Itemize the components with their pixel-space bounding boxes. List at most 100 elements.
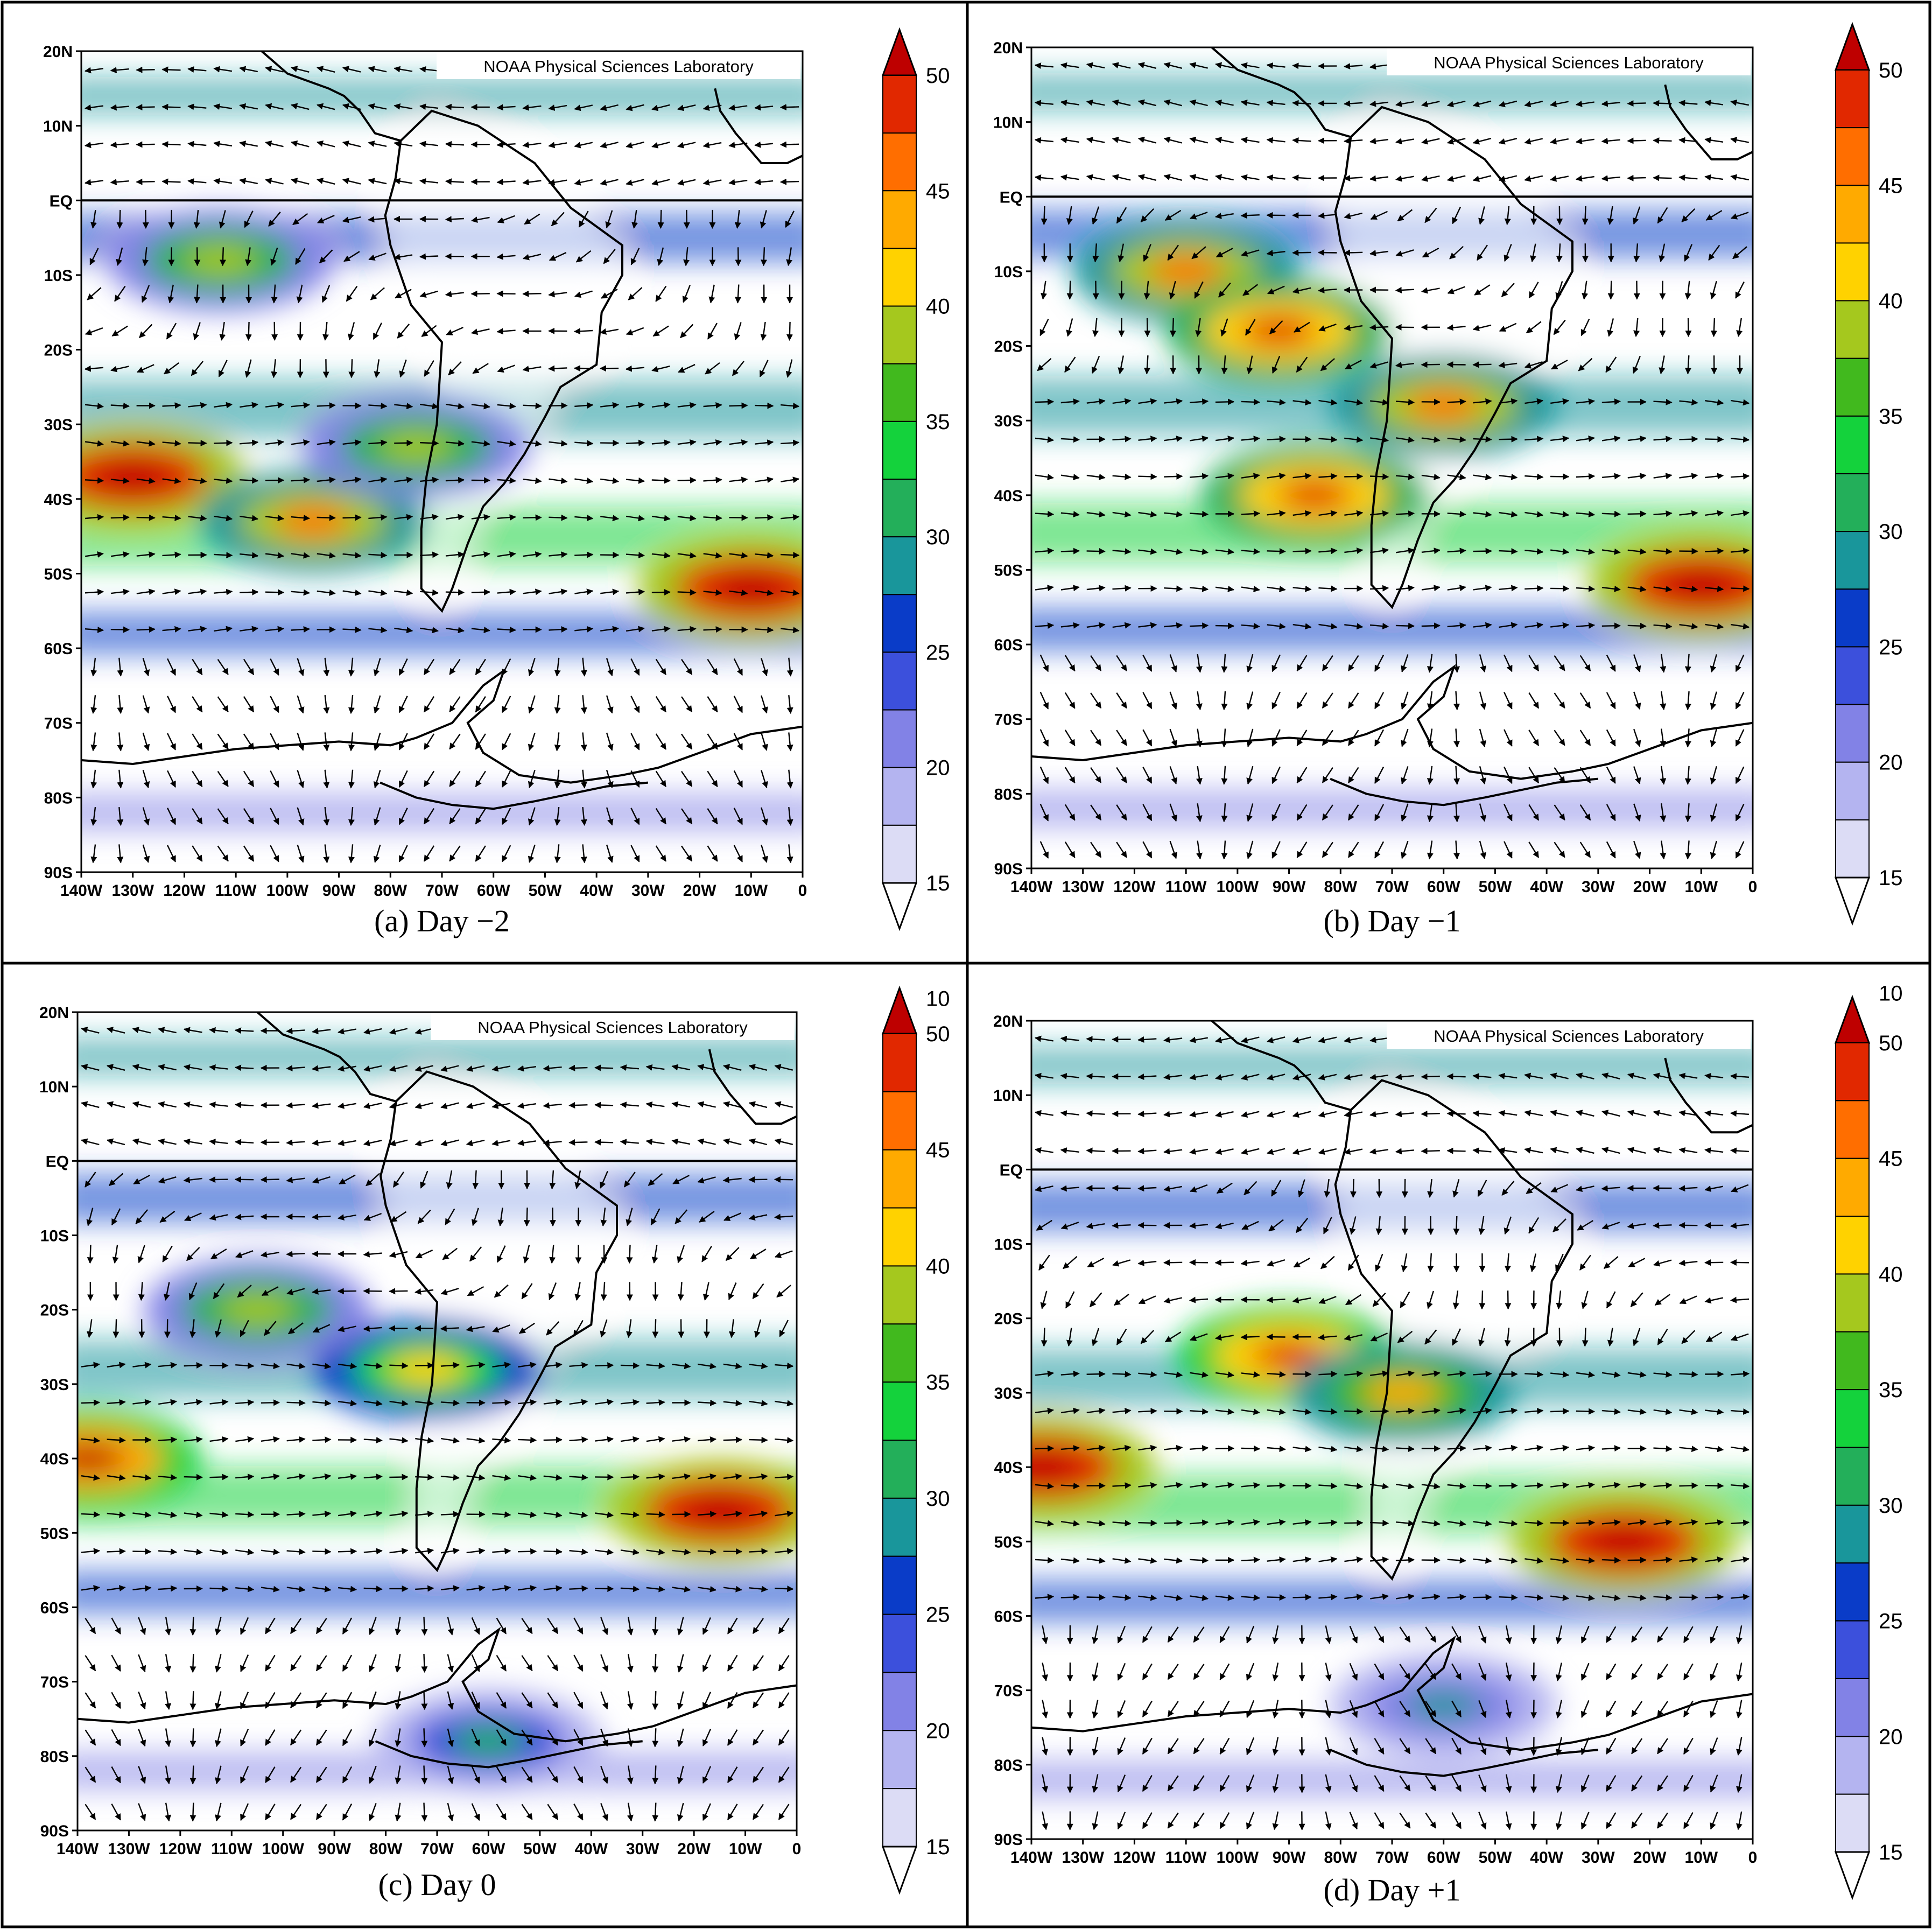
wind-vector: [655, 845, 666, 862]
wind-vector: [373, 807, 381, 826]
wind-vector: [1370, 1408, 1389, 1415]
wind-vector: [677, 104, 696, 111]
wind-vector: [735, 247, 742, 266]
wind-vector: [681, 733, 693, 750]
wind-vector: [549, 588, 568, 595]
wind-vector: [471, 440, 490, 447]
lon-label: 20W: [1633, 1849, 1667, 1867]
wind-vector: [548, 365, 567, 372]
colorbar-label: 15: [926, 872, 950, 895]
lon-label: 0: [1748, 878, 1758, 896]
wind-vector: [606, 658, 614, 677]
wind-vector: [761, 658, 768, 677]
wind-vector: [1685, 318, 1692, 338]
wind-vector: [471, 403, 490, 410]
wind-vector: [630, 696, 640, 713]
wind-vector: [497, 551, 516, 558]
colorbar-swatch: [1835, 1504, 1870, 1564]
wind-vector: [423, 658, 435, 676]
wind-vector: [580, 844, 587, 864]
wind-vector: [606, 695, 614, 714]
wind-vector: [187, 141, 207, 148]
wind-vector: [626, 588, 645, 595]
wind-vector: [1479, 1290, 1486, 1310]
wind-vector: [1499, 436, 1518, 443]
wind-vector: [423, 733, 435, 750]
colorbar-swatch: [882, 305, 917, 364]
wind-vector: [188, 626, 207, 633]
wind-vector: [348, 695, 355, 714]
wind-vector: [786, 844, 793, 864]
wind-vector: [1550, 1408, 1570, 1415]
wind-vector: [317, 215, 335, 223]
wind-vector: [110, 440, 130, 447]
wind-vector: [110, 366, 129, 373]
wind-vector: [1704, 1259, 1724, 1266]
colorbar-label: 15: [926, 1835, 950, 1859]
wind-vector: [270, 770, 279, 788]
wind-vector: [522, 179, 542, 186]
wind-vector: [217, 808, 229, 825]
colorbar-swatch: [1835, 531, 1870, 590]
wind-vector: [734, 322, 742, 341]
panel-caption: (d) Day +1: [1324, 1872, 1461, 1907]
wind-vector: [240, 552, 259, 559]
wind-vector: [1705, 1594, 1724, 1601]
wind-vector: [554, 732, 561, 752]
wind-vector: [1472, 361, 1492, 368]
wind-vector: [678, 364, 695, 373]
wind-vector: [161, 141, 181, 148]
colorbar-max-triangle: [881, 985, 918, 1035]
lon-label: 60W: [477, 882, 510, 900]
wind-vector: [389, 1362, 409, 1369]
wind-vector: [368, 476, 388, 483]
wind-vector: [217, 659, 229, 675]
wind-vector: [214, 477, 233, 484]
wind-vector: [323, 695, 330, 714]
colorbar-label: 10: [1879, 981, 1903, 1005]
wind-vector: [677, 626, 697, 633]
wind-vector: [652, 1691, 659, 1710]
wind-vector: [338, 1548, 357, 1555]
wind-vector: [317, 178, 335, 185]
colorbar-swatch: [1835, 357, 1870, 417]
wind-vector: [475, 658, 486, 676]
lat-label: 70S: [994, 711, 1023, 729]
wind-vector: [368, 141, 387, 147]
wind-vector: [786, 806, 793, 826]
wind-vector: [445, 291, 464, 298]
wind-vector: [1446, 361, 1466, 368]
wind-vector: [749, 1548, 768, 1555]
lon-label: 20W: [683, 882, 716, 900]
colorbar-swatch: [882, 767, 917, 826]
wind-vector: [136, 178, 155, 185]
wind-vector: [446, 327, 463, 335]
wind-vector: [217, 771, 229, 787]
lon-label: 110W: [1165, 878, 1207, 896]
lat-label: 90S: [994, 1831, 1023, 1849]
wind-vector: [193, 209, 200, 229]
colorbar-swatch: [1835, 761, 1870, 820]
colorbar-swatch: [1835, 127, 1870, 186]
wind-vector: [363, 1288, 382, 1295]
wind-vector: [471, 588, 490, 595]
lon-label: 140W: [57, 1840, 99, 1858]
colorbar-swatch: [882, 1091, 917, 1151]
wind-vector: [192, 658, 203, 676]
colorbar-label: 30: [1879, 520, 1903, 544]
wind-vector: [781, 590, 800, 596]
wind-vector: [87, 287, 102, 300]
wind-vector: [626, 327, 644, 335]
wind-vector: [574, 179, 593, 186]
lon-label: 70W: [1375, 1849, 1409, 1867]
wind-vector: [397, 324, 410, 339]
wind-vector: [317, 552, 336, 559]
wind-vector: [786, 695, 793, 714]
wind-vector: [449, 808, 461, 825]
wind-vector: [323, 844, 330, 864]
wind-vector: [297, 844, 305, 863]
wind-vector: [394, 141, 413, 148]
wind-vector: [445, 216, 464, 223]
lon-label: 90W: [1273, 878, 1306, 896]
colorbar-swatch: [882, 1265, 917, 1325]
